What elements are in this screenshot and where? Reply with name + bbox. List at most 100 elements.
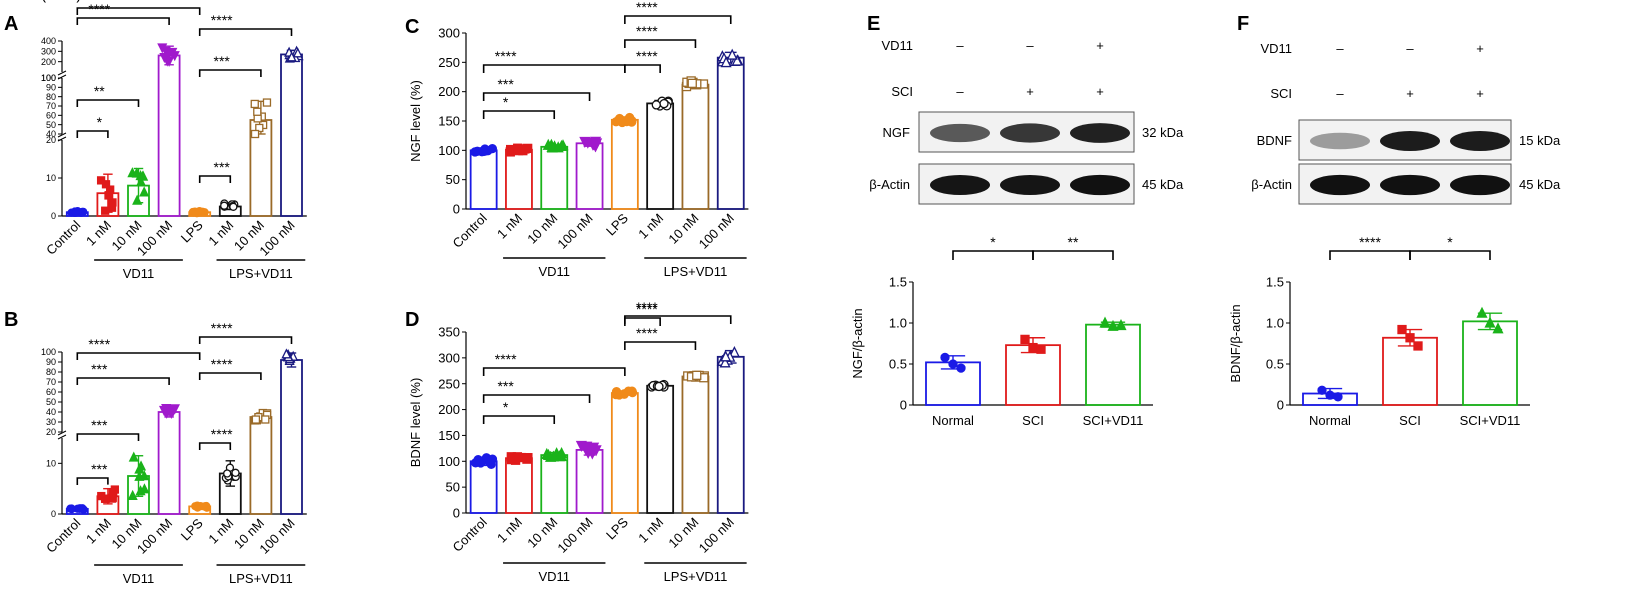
data-point (588, 139, 600, 151)
axis-break-mark (57, 434, 67, 440)
significance-bracket (198, 372, 262, 380)
condition-value: – (1406, 41, 1414, 56)
condition-value: + (1406, 86, 1414, 101)
y-tick-label: 30 (46, 417, 56, 427)
bar (1085, 323, 1141, 406)
data-point (72, 208, 81, 217)
data-point (1484, 316, 1496, 328)
significance-label: **** (1359, 234, 1381, 250)
y-tick-label: 400 (41, 36, 56, 46)
y-tick-label: 50 (446, 172, 460, 187)
bar (681, 375, 710, 514)
significance-label: * (97, 114, 103, 130)
bar (646, 102, 675, 210)
data-point (726, 48, 738, 60)
y-tick-label: 0 (51, 509, 56, 519)
data-point (107, 203, 117, 212)
x-tick-label: SCI (1022, 413, 1044, 428)
data-point (281, 348, 292, 359)
data-point (231, 468, 240, 477)
data-point (1099, 316, 1111, 328)
axis-break-mark (57, 132, 67, 138)
condition-value: + (1476, 41, 1484, 56)
significance-bracket (198, 175, 232, 183)
data-point (552, 141, 564, 153)
x-tick-label: Normal (932, 413, 974, 428)
data-point (200, 502, 209, 511)
bar (681, 83, 710, 210)
data-point (108, 489, 117, 498)
x-tick-label: Control (43, 217, 83, 257)
significance-bracket (76, 130, 109, 138)
condition-value: – (1336, 86, 1344, 101)
data-point (131, 167, 142, 178)
x-tick-label: 1 nM (635, 211, 666, 242)
bar (575, 449, 604, 514)
significance-bracket (198, 69, 262, 77)
data-point (506, 454, 517, 465)
data-point (479, 146, 490, 156)
bar (575, 142, 604, 210)
axis-break-mark (57, 430, 67, 436)
data-point (255, 123, 264, 133)
blot-band (1070, 123, 1130, 143)
panel-letter-c: C (405, 16, 419, 38)
group-label: VD11 (538, 264, 570, 279)
y-tick-label: 1.5 (1266, 275, 1284, 290)
significance-label: *** (91, 461, 108, 477)
group-label: LPS+VD11 (229, 266, 293, 281)
significance-label: *** (497, 76, 514, 92)
data-point (692, 370, 702, 380)
bar (610, 118, 639, 210)
data-point (157, 43, 168, 54)
condition-value: – (1336, 41, 1344, 56)
y-tick-label: 90 (46, 82, 56, 92)
data-point (1036, 344, 1046, 354)
significance-bracket (624, 341, 697, 350)
y-axis-label-text: expression (2 (0, 0, 53, 3)
y-axis-label-text: expression (2 (0, 0, 53, 3)
band-label: BDNF (1257, 133, 1292, 148)
x-tick-label: LPS (178, 515, 206, 543)
significance-label: *** (91, 417, 108, 433)
blot-band (1310, 174, 1370, 196)
panel-e-western-blot: VD11 – – + SCI – + + NGF 32 kDa β-Actin 45 kDa (869, 38, 1184, 205)
y-axis-label: NGF/β-actin (850, 308, 865, 378)
data-point (948, 359, 958, 369)
band-label: β-Actin (869, 177, 910, 192)
data-point (1325, 390, 1335, 400)
blot-band (1310, 132, 1370, 150)
data-point (687, 78, 697, 88)
blot-band (930, 123, 990, 143)
data-point (229, 202, 238, 211)
data-point (619, 389, 629, 399)
significance-label: **** (636, 325, 658, 341)
data-point (505, 147, 515, 157)
bar (469, 149, 498, 210)
data-point (627, 116, 637, 126)
significance-label: **** (636, 299, 658, 315)
x-tick-label: SCI+VD11 (1083, 413, 1144, 428)
data-point (719, 356, 731, 368)
data-point (193, 503, 202, 512)
y-axis-label: BDNF level (%) (408, 378, 423, 468)
data-point (128, 451, 139, 462)
bar (157, 411, 181, 515)
significance-bracket (482, 92, 591, 101)
y-axis-label-line2: expression (2−ΔΔCt) (0, 0, 81, 3)
x-tick-label: SCI (1399, 413, 1421, 428)
group-label: VD11 (123, 571, 155, 586)
y-axis-label-close: ) (77, 0, 81, 3)
significance-bracket (482, 394, 591, 403)
blot-band (1380, 174, 1440, 196)
panel-a-chart: 01020405060708090100100200300400NGF mRNA… (0, 0, 307, 281)
y-tick-label: 80 (46, 92, 56, 102)
data-point (67, 504, 76, 513)
data-point (483, 456, 494, 466)
y-axis-label: NGF level (%) (408, 80, 423, 162)
significance-label: ** (94, 83, 105, 99)
group-label: VD11 (538, 569, 570, 584)
significance-bracket (624, 39, 697, 48)
data-point (135, 176, 147, 187)
condition-value: + (1476, 86, 1484, 101)
